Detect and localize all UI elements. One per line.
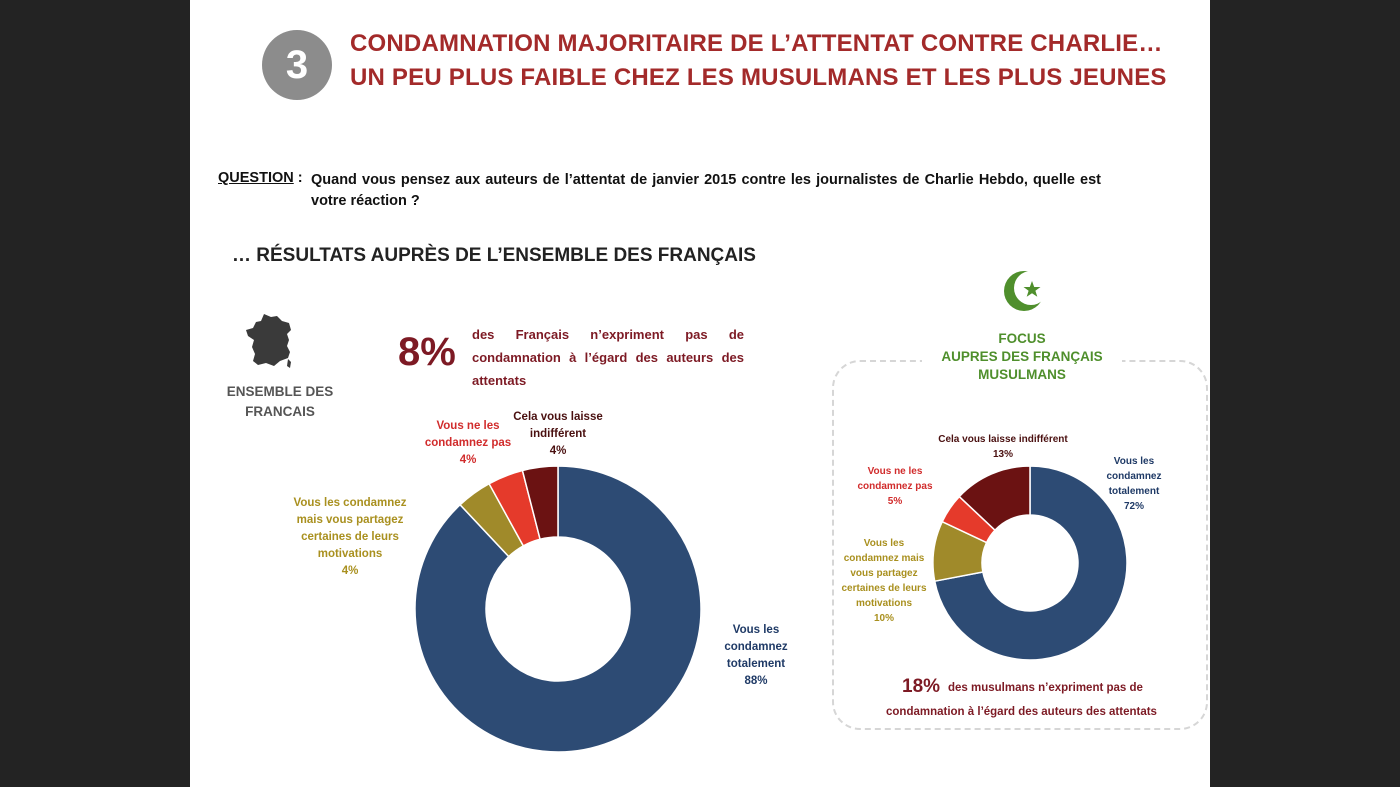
france-no-condemnation-text: des Français n’expriment pas de condamna… [472, 327, 744, 388]
label-not-condemn-france-l2: condamnez pas [424, 437, 512, 449]
donut-slice-indifferent-muslims [958, 465, 1031, 532]
label-totally-france-pct: 88% [744, 675, 768, 687]
label-motivations-france-pct: 4% [341, 565, 359, 577]
focus-heading-line2: AUPRES DES FRANÇAIS [941, 349, 1103, 364]
page-title-line-1: CONDAMNATION MAJORITAIRE DE L’ATTENTAT C… [350, 30, 1163, 57]
label-motivations-france-l2: mais vous partagez [296, 514, 404, 526]
france-label-line1: ENSEMBLE DES [226, 384, 334, 399]
label-totally-muslims: Vous les condamnez totalement 72% [1094, 454, 1174, 514]
label-not-condemn-muslims-l2: condamnez pas [857, 481, 933, 492]
label-indifferent-muslims-pct: 13% [992, 449, 1013, 460]
label-indifferent-france: Cela vous laisse indifférent 4% [490, 409, 626, 460]
section-heading: … RÉSULTATS AUPRÈS DE L’ENSEMBLE DES FRA… [232, 245, 756, 266]
focus-heading-line1: FOCUS [998, 331, 1046, 346]
focus-heading-line3: MUSULMANS [978, 367, 1066, 382]
donut-slice-totally-france [414, 465, 702, 753]
question-label-text: QUESTION [218, 170, 294, 186]
france-map-icon [246, 314, 291, 368]
label-motivations-france-l3: certaines de leurs [301, 531, 399, 543]
label-motivations-france-l4: motivations [317, 548, 383, 560]
question-label: QUESTION : [218, 170, 303, 186]
label-not-condemn-france: Vous ne les condamnez pas 4% [408, 418, 528, 469]
label-motivations-muslims-pct: 10% [873, 613, 894, 624]
label-indifferent-muslims-l1: Cela vous laisse indifférent [938, 434, 1068, 445]
question-label-separator: : [293, 170, 303, 186]
label-motivations-muslims-l1: Vous les [863, 538, 905, 549]
label-totally-france-l3: totalement [726, 658, 786, 670]
donut-slice-indifferent-france [521, 465, 559, 541]
page-title-line-2: UN PEU PLUS FAIBLE CHEZ LES MUSULMANS ET… [350, 64, 1167, 91]
label-motivations-muslims-l5: motivations [855, 598, 913, 609]
label-totally-france-l1: Vous les [732, 624, 780, 636]
focus-heading: FOCUS AUPRES DES FRANÇAIS MUSULMANS [912, 330, 1132, 384]
label-motivations-muslims-l2: condamnez mais [843, 553, 925, 564]
label-motivations-muslims-l3: vous partagez [850, 568, 918, 579]
donut-slice-totally-muslims [933, 465, 1128, 661]
label-indifferent-france-pct: 4% [549, 445, 567, 457]
muslims-no-condemnation-text-line1: des musulmans n’expriment pas de [948, 682, 1143, 694]
label-indifferent-france-l2: indifférent [529, 428, 587, 440]
label-totally-muslims-l1: Vous les [1113, 456, 1155, 467]
label-totally-muslims-l3: totalement [1108, 486, 1160, 497]
label-motivations-muslims-l4: certaines de leurs [841, 583, 927, 594]
label-indifferent-france-l1: Cela vous laisse [513, 411, 603, 423]
label-not-condemn-muslims: Vous ne les condamnez pas 5% [842, 464, 948, 509]
label-motivations-france: Vous les condamnez mais vous partagez ce… [278, 495, 422, 580]
label-not-condemn-france-pct: 4% [459, 454, 477, 466]
muslims-no-condemnation-percent: 18% [902, 676, 941, 697]
label-indifferent-muslims: Cela vous laisse indifférent 13% [918, 432, 1088, 462]
section-number-badge: 3 [262, 30, 332, 100]
label-not-condemn-muslims-l1: Vous ne les [867, 466, 923, 477]
label-totally-france: Vous les condamnez totalement 88% [706, 622, 806, 690]
france-no-condemnation-percent: 8% [398, 330, 456, 374]
donut-chart-muslims [932, 465, 1128, 661]
label-not-condemn-france-l1: Vous ne les [436, 420, 500, 432]
slide: 3 CONDAMNATION MAJORITAIRE DE L’ATTENTAT… [190, 0, 1210, 787]
label-motivations-muslims: Vous les condamnez mais vous partagez ce… [834, 536, 934, 626]
focus-heading-background [922, 326, 1122, 392]
label-not-condemn-muslims-pct: 5% [887, 496, 903, 507]
crescent-star-icon [1004, 271, 1048, 311]
label-totally-muslims-pct: 72% [1123, 501, 1144, 512]
question-text: Quand vous pensez aux auteurs de l’atten… [311, 172, 1101, 209]
france-label: ENSEMBLE DES FRANCAIS [210, 382, 350, 422]
france-label-line2: FRANCAIS [245, 404, 315, 419]
label-totally-muslims-l2: condamnez [1106, 471, 1162, 482]
donut-chart-france [414, 465, 702, 753]
label-motivations-france-l1: Vous les condamnez [293, 497, 407, 509]
label-totally-france-l2: condamnez [724, 641, 788, 653]
muslims-no-condemnation-text-line2: condamnation à l’égard des auteurs des a… [886, 706, 1157, 718]
